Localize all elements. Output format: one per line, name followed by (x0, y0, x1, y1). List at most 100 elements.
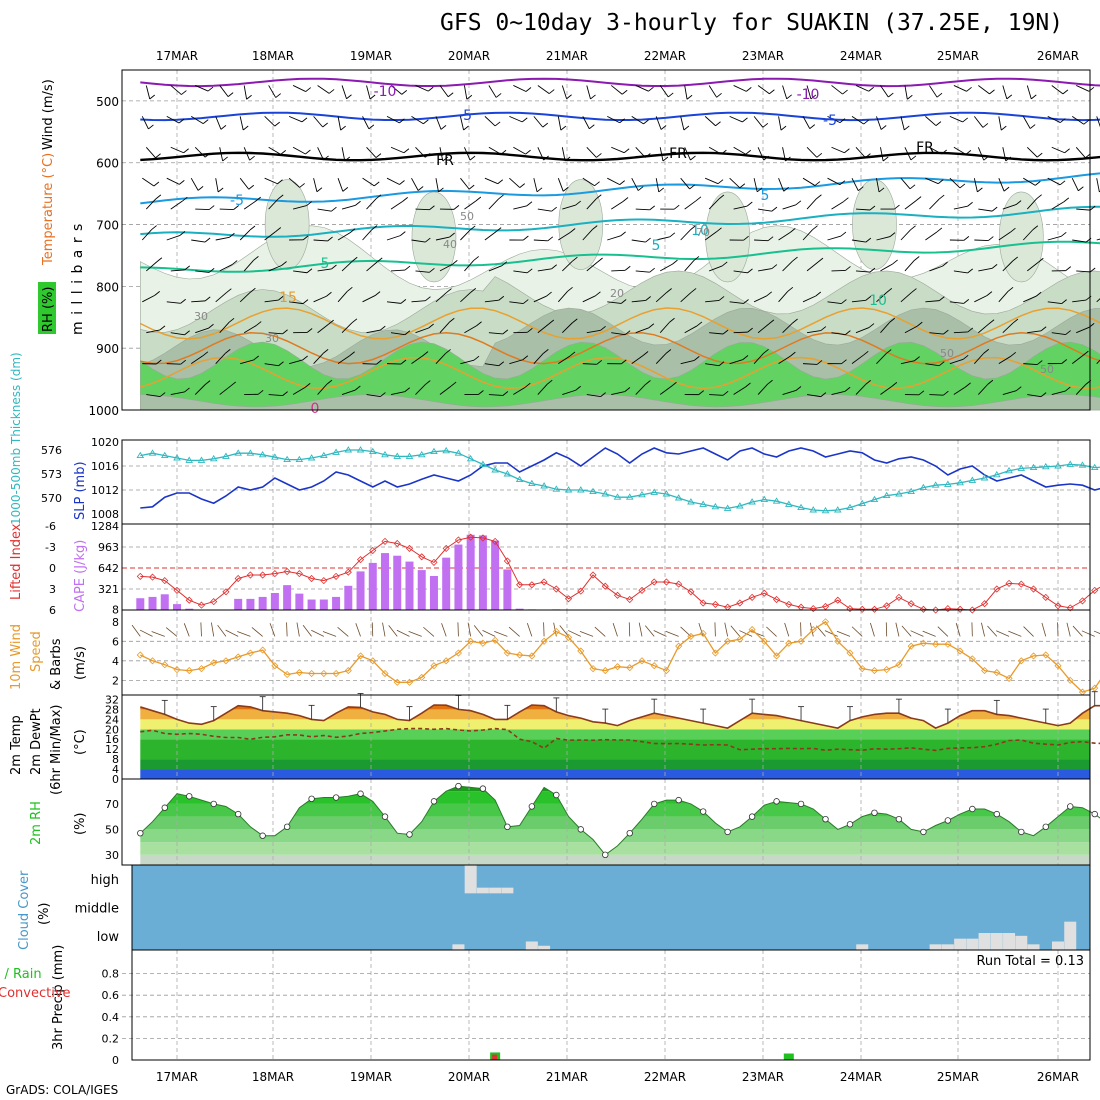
wind-barb (582, 116, 590, 129)
wind-barb (812, 225, 818, 231)
wind-barb (831, 390, 846, 395)
wind-barb (230, 381, 237, 387)
wind-speed-point (932, 640, 940, 648)
wind-barb (637, 186, 644, 191)
wind-barb (246, 94, 252, 100)
wind-barb (166, 177, 180, 185)
wind-barb (591, 225, 598, 231)
wind-barb (806, 85, 812, 100)
wind-barb (911, 288, 917, 293)
wind-barb-10m (494, 631, 508, 637)
wind-barb (488, 146, 502, 155)
wind-barb-10m (567, 630, 581, 637)
li-point (846, 605, 854, 613)
wind-barb (943, 329, 949, 335)
wind-barb (390, 269, 406, 272)
li-point (760, 589, 768, 597)
wind-barb (566, 94, 572, 100)
wind-speed-point (320, 669, 328, 678)
wind-barb (204, 380, 211, 385)
wind-barb (415, 384, 426, 395)
wind-barb (546, 291, 552, 297)
wind-barb (754, 239, 769, 242)
wind-barb (733, 146, 746, 155)
contour-label: 50 (940, 347, 954, 360)
thickness-point (356, 446, 365, 453)
wind-barb (313, 353, 324, 364)
wind-barb (1015, 200, 1022, 205)
rh-point (528, 803, 536, 810)
wind-barb (277, 179, 283, 185)
wind-speed-point (1005, 674, 1013, 682)
wind-barb (900, 360, 915, 365)
wind-barb (411, 177, 419, 191)
precip-tick-label: 0.2 (102, 1032, 120, 1045)
cape-axis-label: CAPE (J/kg) (73, 540, 88, 612)
cloud-level-label: high (91, 873, 119, 888)
wind-barb (1076, 270, 1091, 273)
wind-barb (155, 153, 161, 159)
rh-point (993, 810, 1001, 818)
cape-bar (393, 555, 402, 610)
wind-barb (844, 148, 850, 154)
wind-barb (170, 146, 184, 154)
wind-barb (386, 177, 400, 185)
cape-bar (295, 593, 304, 610)
wind-barb (766, 291, 773, 297)
wind-barb (564, 156, 571, 162)
wind-barb (1083, 119, 1090, 125)
li-point (185, 596, 193, 604)
wind-barb (851, 354, 864, 364)
wind-barb (475, 196, 482, 202)
li-point (467, 533, 475, 541)
wind-barb (742, 117, 748, 123)
wind-barb (925, 177, 939, 185)
wind-barb (642, 351, 649, 356)
wind-barb (1060, 118, 1066, 123)
axis-tick-label: 500 (96, 95, 119, 109)
cape-bar (368, 562, 377, 610)
legend-rh: RH (%) (41, 287, 56, 332)
wind-barb (655, 178, 660, 193)
wind-barb (680, 177, 690, 190)
wind-barb (341, 147, 346, 162)
wind-barb (594, 181, 600, 187)
date-label-bottom: 22MAR (644, 1070, 686, 1084)
rh-point (479, 785, 487, 792)
wind-barb (488, 198, 499, 210)
wind-barb (435, 178, 439, 193)
wind-barb (558, 355, 571, 365)
wind-barb (560, 125, 567, 131)
wind-barb (366, 146, 377, 158)
wind-barb (526, 201, 533, 207)
wind-barb (655, 353, 667, 364)
li-point (1078, 597, 1087, 605)
li-point (1017, 580, 1025, 588)
wind-barb (690, 155, 696, 161)
contour-label: 20 (610, 287, 624, 300)
cloud-bar (538, 945, 551, 950)
wind-barb (411, 115, 424, 125)
wind-barb (337, 116, 342, 131)
wind-barb (684, 147, 691, 161)
wind-barb (278, 361, 284, 367)
wind-barb (248, 184, 255, 190)
wind-barb (159, 392, 166, 397)
thickness-point (564, 486, 573, 493)
wind-barb (497, 179, 504, 185)
cloud-level-label: low (97, 930, 120, 945)
wind-barb (938, 179, 944, 185)
wind-barb (202, 351, 209, 357)
wind-barb (537, 147, 545, 161)
wind-barb (988, 236, 994, 241)
wind-barb (156, 359, 162, 365)
wind-barb (987, 379, 994, 385)
wind-barb (909, 184, 916, 190)
wind-barb (620, 299, 627, 304)
wind-barb (1040, 326, 1047, 332)
wind-barb (488, 85, 497, 98)
date-label-bottom: 17MAR (156, 1070, 198, 1084)
wind-barb (929, 85, 938, 98)
wind-barb (1075, 384, 1087, 395)
date-label-bottom: 25MAR (937, 1070, 979, 1084)
